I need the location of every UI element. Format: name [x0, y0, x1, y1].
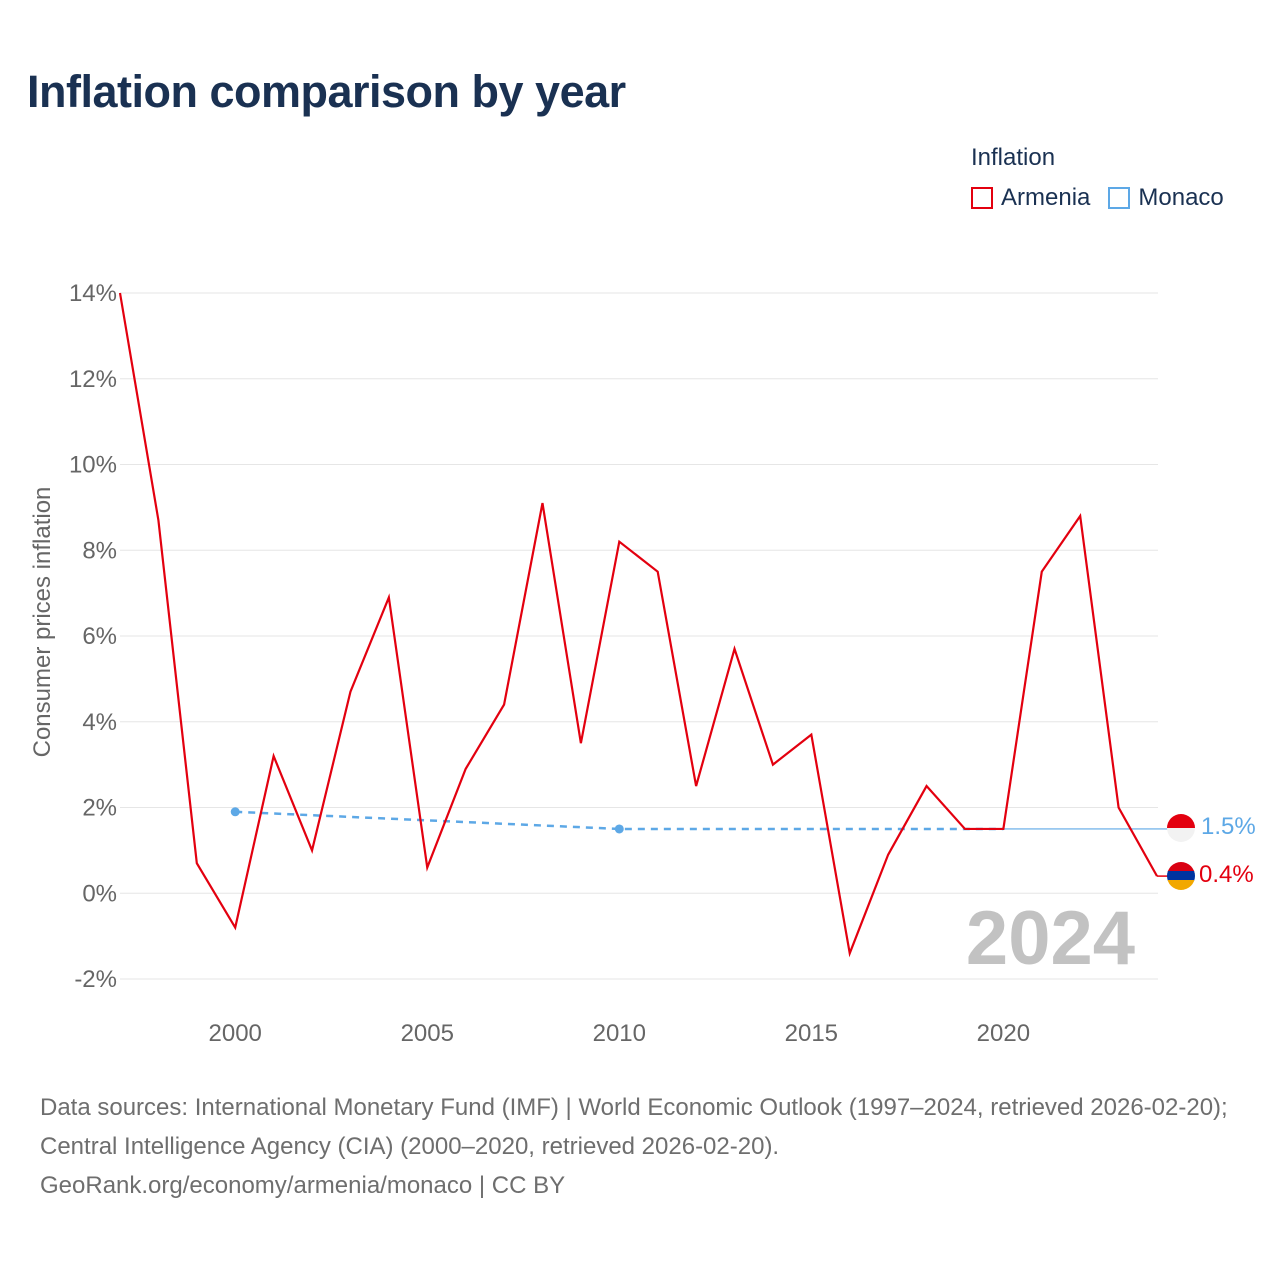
chart-title: Inflation comparison by year [27, 66, 626, 117]
armenia-flag-icon [1167, 862, 1195, 890]
legend: Inflation Armenia Monaco [971, 144, 1224, 212]
monaco-flag-icon [1167, 814, 1195, 842]
y-axis-label: Consumer prices inflation [29, 487, 56, 758]
legend-title: Inflation [971, 144, 1056, 171]
end-markers: 1.5% 0.4% [1167, 813, 1256, 890]
y-tick-label: 2% [82, 795, 117, 822]
x-axis-ticks: 2000 2005 2010 2015 2020 [209, 1020, 1031, 1047]
monaco-series-line [235, 810, 1004, 831]
grid-lines [120, 292, 1158, 980]
monaco-data-point[interactable] [230, 807, 240, 817]
y-tick-label: 0% [82, 880, 117, 907]
source-text: Data sources: International Monetary Fun… [40, 1094, 1228, 1160]
year-watermark: 2024 [966, 896, 1135, 981]
armenia-series-line [118, 292, 1158, 958]
x-tick-label: 2005 [401, 1020, 454, 1047]
monaco-end-label: 1.5% [1201, 813, 1256, 840]
data-sources-footer: Data sources: International Monetary Fun… [40, 1088, 1255, 1205]
y-tick-label: 10% [69, 452, 117, 479]
legend-item-armenia[interactable]: Armenia [971, 184, 1090, 212]
x-tick-label: 2020 [977, 1020, 1030, 1047]
series-layer [118, 292, 1172, 958]
y-tick-label: -2% [74, 966, 117, 993]
legend-item-monaco[interactable]: Monaco [1108, 184, 1224, 212]
y-tick-label: 8% [82, 537, 117, 564]
monaco-data-point[interactable] [614, 824, 624, 834]
armenia-end-label: 0.4% [1199, 861, 1254, 888]
y-axis-ticks: -2% 0% 2% 4% 6% 8% 10% 12% 14% [69, 280, 117, 993]
y-tick-label: 6% [82, 623, 117, 650]
x-tick-label: 2015 [785, 1020, 838, 1047]
legend-swatch-monaco [1108, 187, 1131, 209]
y-tick-label: 12% [69, 366, 117, 393]
x-tick-label: 2000 [209, 1020, 262, 1047]
source-link[interactable]: GeoRank.org/economy/armenia/monaco | CC … [40, 1172, 566, 1199]
inflation-line-chart: -2%0%2%4%6%8%10%12%14% 2000 2005 2010 2015 2… [29, 280, 1256, 1047]
legend-swatch-armenia [971, 187, 993, 209]
legend-label-armenia: Armenia [1001, 184, 1091, 211]
y-tick-label: 14% [69, 280, 117, 307]
y-tick-label: 4% [82, 709, 117, 736]
x-tick-label: 2010 [593, 1020, 646, 1047]
legend-label-monaco: Monaco [1138, 184, 1224, 211]
